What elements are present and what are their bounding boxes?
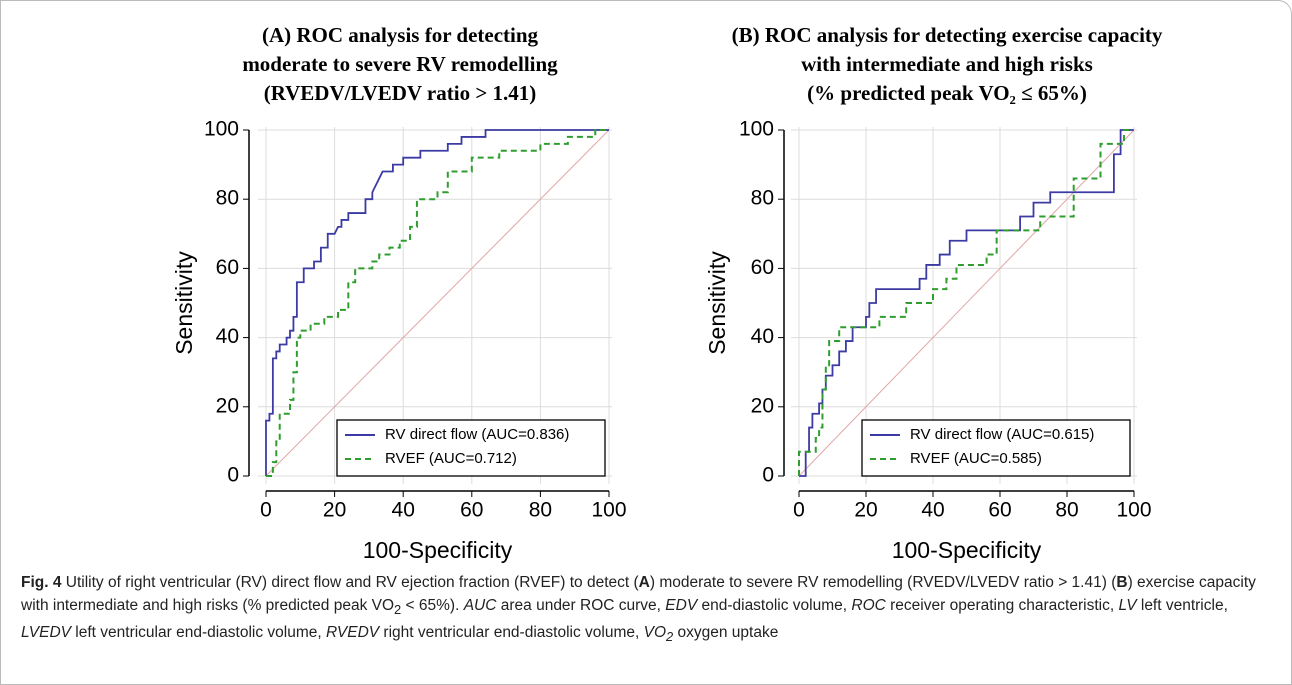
- y-axis-title: Sensitivity: [704, 251, 730, 355]
- chart-title: (A) ROC analysis for detecting: [262, 23, 539, 47]
- y-tick-label: 0: [227, 464, 239, 487]
- x-tick-label: 60: [988, 499, 1011, 522]
- x-tick-label: 0: [793, 499, 805, 522]
- caption-text: oxygen uptake: [673, 624, 779, 642]
- y-tick-label: 0: [762, 464, 774, 487]
- x-tick-label: 20: [323, 499, 346, 522]
- roc-line: [265, 129, 609, 476]
- x-axis-title: 100-Specificity: [363, 537, 513, 563]
- y-tick-label: 60: [751, 256, 774, 279]
- x-tick-label: 100: [1116, 499, 1151, 522]
- caption-text: ) exercise capacity with intermediate an…: [21, 574, 1256, 614]
- caption-text: left ventricular end-diastolic volume,: [70, 624, 326, 642]
- caption-text: 2: [394, 602, 402, 618]
- y-tick-label: 60: [216, 256, 239, 279]
- x-tick-label: 40: [921, 499, 944, 522]
- roc-line: [266, 129, 609, 477]
- legend-label: RVEF (AUC=0.585): [910, 450, 1042, 467]
- x-tick-label: 80: [1055, 499, 1078, 522]
- caption-abbr: AUC: [463, 597, 497, 614]
- caption-text: left ventricle,: [1136, 597, 1228, 614]
- caption-abbr: 2: [666, 629, 674, 645]
- caption-text: B: [1116, 574, 1128, 591]
- caption-text: end-diastolic volume,: [697, 597, 852, 614]
- caption-text: receiver operating characteristic,: [885, 597, 1119, 614]
- chart-title: (B) ROC analysis for detecting exercise …: [732, 23, 1163, 47]
- caption-label: Fig. 4: [21, 574, 62, 591]
- caption-text: A: [638, 574, 650, 591]
- y-tick-label: 20: [216, 394, 239, 417]
- legend-label: RV direct flow (AUC=0.836): [385, 426, 569, 443]
- caption-abbr: VO: [643, 624, 667, 642]
- caption: Fig. 4 Utility of right ventricular (RV)…: [21, 571, 1271, 648]
- y-tick-label: 100: [204, 118, 239, 141]
- roc-line: [265, 129, 610, 477]
- x-tick-label: 0: [260, 499, 272, 522]
- y-tick-label: 40: [216, 325, 239, 348]
- caption-abbr: RVEDV: [326, 624, 380, 642]
- legend-box: [336, 419, 606, 477]
- roc-line: [798, 129, 1135, 477]
- caption-abbr: LVEDV: [21, 624, 71, 642]
- x-tick-label: 60: [460, 499, 483, 522]
- y-axis-title: Sensitivity: [171, 251, 197, 355]
- legend-label: RV direct flow (AUC=0.615): [910, 426, 1094, 443]
- x-axis-title: 100-Specificity: [892, 537, 1042, 563]
- caption-text: Utility of right ventricular (RV) direct…: [61, 574, 639, 591]
- caption-text: 2: [666, 629, 673, 644]
- x-tick-label: 80: [529, 499, 552, 522]
- caption-abbr: ROC: [851, 597, 886, 614]
- x-tick-label: 100: [591, 499, 626, 522]
- legend-box: [861, 419, 1131, 477]
- chart: (A) ROC analysis for detecting moderate t…: [171, 23, 1163, 563]
- chart-title: (RVEDV/LVEDV ratio > 1.41): [264, 81, 537, 105]
- chart-title: (% predicted peak VO₂ ≤ 65%): [807, 81, 1087, 105]
- x-tick-label: 40: [392, 499, 415, 522]
- roc-line: [798, 129, 1134, 476]
- y-tick-label: 20: [751, 394, 774, 417]
- roc-line: [799, 129, 1134, 477]
- y-tick-label: 40: [751, 325, 774, 348]
- caption-text: area under ROC curve,: [496, 597, 666, 614]
- caption-abbr: EDV: [665, 597, 698, 614]
- caption-abbr: LV: [1118, 597, 1137, 614]
- chart-title: with intermediate and high risks: [801, 52, 1093, 76]
- chart-title: moderate to severe RV remodelling: [242, 52, 558, 76]
- caption-text: < 65%).: [401, 597, 464, 614]
- caption-text: right ventricular end-diastolic volume,: [379, 624, 644, 642]
- y-tick-label: 80: [751, 187, 774, 210]
- y-tick-label: 100: [739, 118, 774, 141]
- legend-label: RVEF (AUC=0.712): [385, 450, 517, 467]
- x-tick-label: 20: [854, 499, 877, 522]
- caption-text: ) moderate to severe RV remodelling (RVE…: [649, 574, 1117, 591]
- y-tick-label: 80: [216, 187, 239, 210]
